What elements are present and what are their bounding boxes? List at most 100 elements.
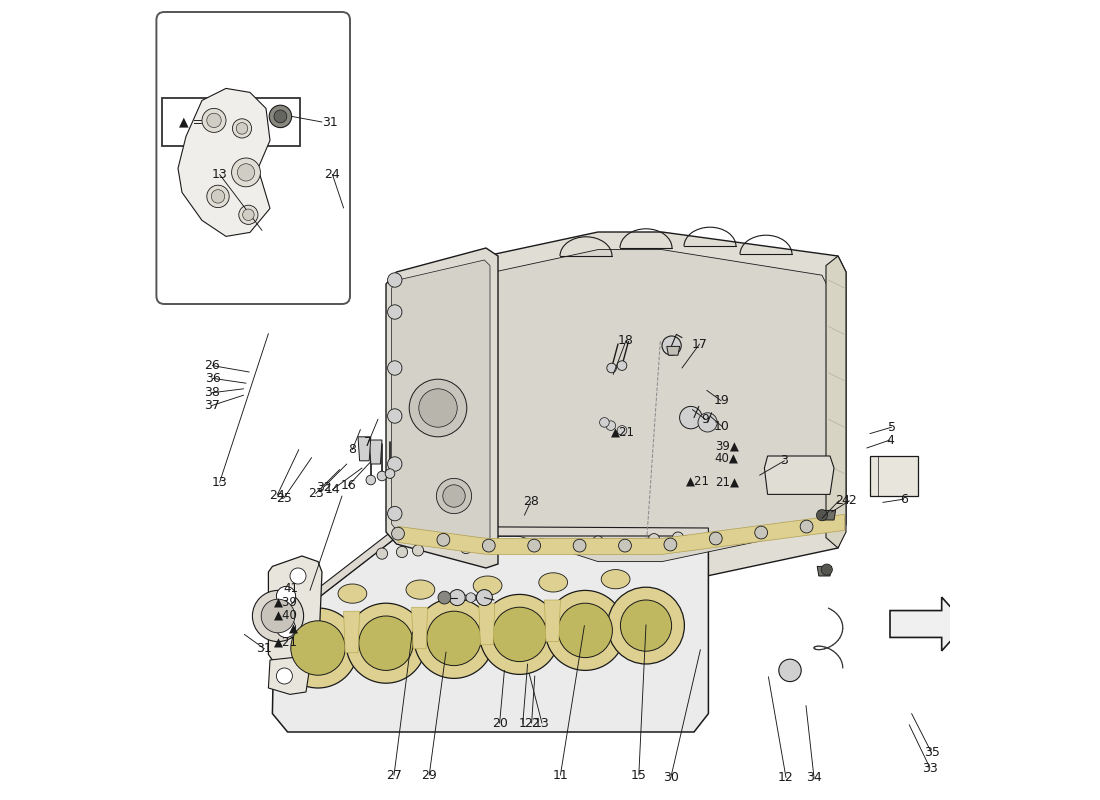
- Circle shape: [438, 591, 451, 604]
- Circle shape: [546, 590, 625, 670]
- Circle shape: [387, 409, 402, 423]
- Text: 33: 33: [922, 762, 938, 774]
- Polygon shape: [418, 250, 828, 562]
- Text: 2: 2: [835, 494, 843, 507]
- Circle shape: [239, 205, 258, 224]
- Circle shape: [243, 209, 254, 221]
- Text: 31: 31: [256, 642, 273, 655]
- Ellipse shape: [338, 584, 366, 603]
- Text: 41: 41: [283, 582, 298, 594]
- Circle shape: [376, 548, 387, 559]
- Circle shape: [211, 190, 224, 203]
- Polygon shape: [826, 256, 846, 548]
- Circle shape: [207, 186, 229, 208]
- FancyBboxPatch shape: [162, 98, 300, 146]
- Text: 23: 23: [308, 487, 323, 500]
- Text: ▲40: ▲40: [274, 609, 298, 622]
- Circle shape: [387, 273, 402, 287]
- Circle shape: [252, 590, 304, 642]
- Text: 13: 13: [211, 476, 228, 489]
- Circle shape: [755, 526, 768, 539]
- Ellipse shape: [539, 573, 568, 592]
- Circle shape: [387, 457, 402, 471]
- Circle shape: [392, 527, 405, 540]
- Circle shape: [466, 593, 475, 602]
- Text: 27: 27: [386, 769, 402, 782]
- Text: ▲39: ▲39: [274, 595, 298, 608]
- Circle shape: [366, 475, 375, 485]
- Circle shape: [238, 164, 254, 181]
- Circle shape: [680, 406, 702, 429]
- Polygon shape: [667, 346, 680, 355]
- Circle shape: [483, 539, 495, 552]
- Circle shape: [800, 520, 813, 533]
- Text: 9: 9: [702, 413, 710, 426]
- Circle shape: [232, 158, 261, 186]
- Circle shape: [414, 598, 494, 678]
- Text: 22: 22: [524, 717, 539, 730]
- Polygon shape: [370, 440, 382, 464]
- Polygon shape: [544, 600, 560, 642]
- Text: 4: 4: [887, 434, 894, 446]
- Circle shape: [493, 607, 547, 662]
- Circle shape: [276, 668, 293, 684]
- Polygon shape: [274, 526, 708, 632]
- Polygon shape: [343, 611, 360, 653]
- Ellipse shape: [406, 580, 434, 599]
- Text: 29: 29: [421, 769, 437, 782]
- Circle shape: [617, 426, 627, 435]
- Circle shape: [232, 118, 252, 138]
- Circle shape: [290, 621, 345, 675]
- Text: ▲: ▲: [289, 622, 298, 635]
- Circle shape: [437, 478, 472, 514]
- Text: 40▲: 40▲: [715, 451, 739, 464]
- Polygon shape: [392, 260, 490, 554]
- Circle shape: [617, 361, 627, 370]
- Text: 5: 5: [888, 421, 895, 434]
- Circle shape: [480, 594, 560, 674]
- Text: 28: 28: [522, 495, 539, 508]
- Text: 13: 13: [211, 168, 228, 181]
- Circle shape: [377, 471, 387, 481]
- Polygon shape: [268, 556, 322, 670]
- Polygon shape: [268, 658, 310, 694]
- Circle shape: [662, 336, 681, 355]
- Circle shape: [443, 485, 465, 507]
- Circle shape: [427, 611, 481, 666]
- Circle shape: [419, 389, 458, 427]
- Circle shape: [600, 418, 609, 427]
- Circle shape: [409, 379, 466, 437]
- Circle shape: [276, 586, 296, 606]
- Circle shape: [558, 603, 613, 658]
- Circle shape: [476, 590, 493, 606]
- Polygon shape: [273, 536, 708, 732]
- Polygon shape: [411, 607, 428, 649]
- Polygon shape: [870, 456, 918, 496]
- Text: 35: 35: [924, 746, 939, 759]
- Text: 14: 14: [324, 483, 340, 496]
- Text: 39▲: 39▲: [715, 440, 739, 453]
- Circle shape: [607, 587, 684, 664]
- Polygon shape: [178, 89, 270, 237]
- Circle shape: [593, 536, 604, 547]
- Circle shape: [207, 113, 221, 127]
- Circle shape: [779, 659, 801, 682]
- FancyBboxPatch shape: [156, 12, 350, 304]
- Circle shape: [412, 545, 424, 556]
- Text: 1: 1: [519, 717, 527, 730]
- Circle shape: [461, 542, 472, 554]
- Polygon shape: [358, 437, 371, 461]
- Circle shape: [481, 541, 492, 552]
- Circle shape: [620, 600, 672, 651]
- Polygon shape: [398, 232, 846, 586]
- Text: 8: 8: [349, 443, 356, 456]
- Circle shape: [672, 532, 683, 543]
- Text: 42: 42: [842, 494, 857, 507]
- Circle shape: [710, 532, 723, 545]
- Ellipse shape: [602, 570, 630, 589]
- Polygon shape: [398, 514, 845, 554]
- Text: 16: 16: [341, 479, 356, 492]
- Circle shape: [290, 568, 306, 584]
- Text: 18: 18: [618, 334, 634, 347]
- Ellipse shape: [473, 576, 502, 595]
